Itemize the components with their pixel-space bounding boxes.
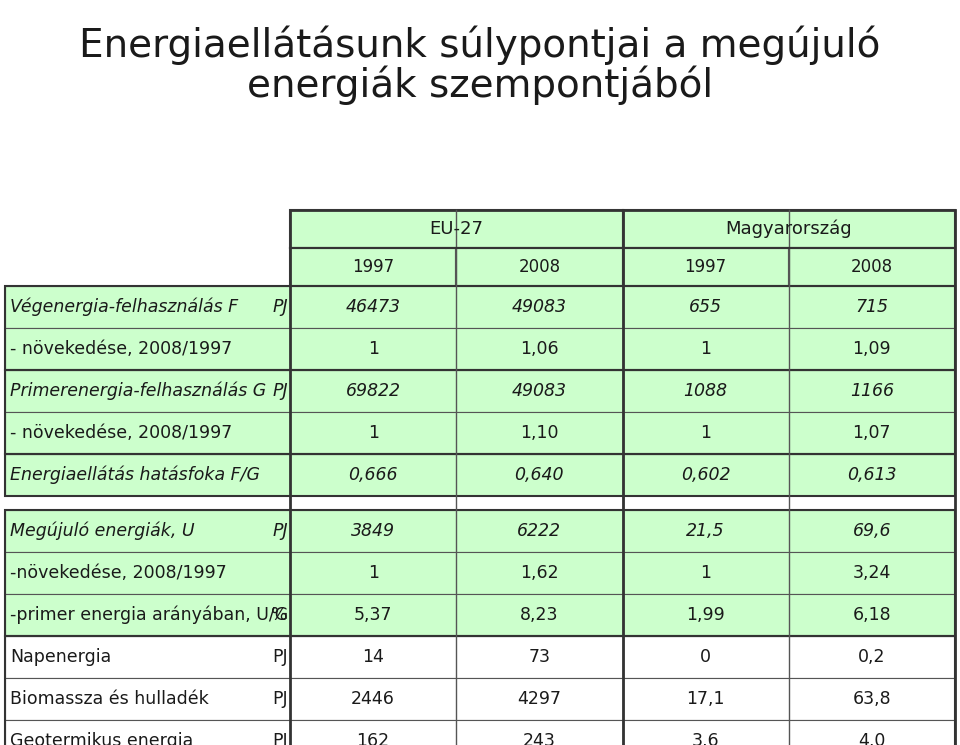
Text: Biomassza és hulladék: Biomassza és hulladék <box>10 690 208 708</box>
Text: 3,6: 3,6 <box>692 732 719 745</box>
Text: 1997: 1997 <box>352 258 395 276</box>
Bar <box>5 454 955 496</box>
Text: 1: 1 <box>700 340 711 358</box>
Text: 715: 715 <box>855 298 888 316</box>
Text: - növekedése, 2008/1997: - növekedése, 2008/1997 <box>10 340 232 358</box>
Bar <box>622 210 955 248</box>
Bar <box>5 594 955 636</box>
Text: 1,99: 1,99 <box>686 606 725 624</box>
Text: 655: 655 <box>689 298 722 316</box>
Text: 17,1: 17,1 <box>686 690 725 708</box>
Text: 49083: 49083 <box>512 298 566 316</box>
Text: 0,666: 0,666 <box>348 466 397 484</box>
Text: 1: 1 <box>368 564 378 582</box>
Bar <box>622 248 789 286</box>
Text: 2008: 2008 <box>851 258 893 276</box>
Text: Magyarország: Magyarország <box>726 220 852 238</box>
Bar <box>5 552 955 594</box>
Text: 0,602: 0,602 <box>681 466 731 484</box>
Text: 21,5: 21,5 <box>686 522 725 540</box>
Text: 0,613: 0,613 <box>847 466 897 484</box>
Text: 162: 162 <box>356 732 390 745</box>
Text: Primerenergia-felhasználás G: Primerenergia-felhasználás G <box>10 381 266 400</box>
Text: 1166: 1166 <box>850 382 894 400</box>
Text: 243: 243 <box>523 732 556 745</box>
Text: Geotermikus energia: Geotermikus energia <box>10 732 193 745</box>
Text: 14: 14 <box>362 648 384 666</box>
Text: Megújuló energiák, U: Megújuló energiák, U <box>10 522 195 540</box>
Text: PJ: PJ <box>273 648 288 666</box>
Bar <box>789 248 955 286</box>
Text: 4297: 4297 <box>517 690 562 708</box>
Bar <box>456 248 622 286</box>
Text: 2446: 2446 <box>351 690 396 708</box>
Text: 1: 1 <box>700 424 711 442</box>
Text: 4,0: 4,0 <box>858 732 885 745</box>
Text: EU-27: EU-27 <box>429 220 483 238</box>
Text: 69822: 69822 <box>346 382 400 400</box>
Bar <box>5 454 955 496</box>
Text: 1: 1 <box>368 424 378 442</box>
Bar <box>5 510 955 636</box>
Text: %: % <box>272 606 288 624</box>
Bar <box>5 370 955 412</box>
Text: energiák szempontjából: energiák szempontjából <box>247 66 713 105</box>
Text: 1: 1 <box>368 340 378 358</box>
Text: 8,23: 8,23 <box>520 606 559 624</box>
Text: PJ: PJ <box>273 298 288 316</box>
Bar <box>5 720 955 745</box>
Text: 1997: 1997 <box>684 258 727 276</box>
Text: 1: 1 <box>700 564 711 582</box>
Text: Energiaellátásunk súlypontjai a megújuló: Energiaellátásunk súlypontjai a megújuló <box>80 25 880 65</box>
Text: 73: 73 <box>528 648 550 666</box>
Text: 2008: 2008 <box>518 258 561 276</box>
Text: PJ: PJ <box>273 690 288 708</box>
Bar <box>5 496 955 510</box>
Text: 1,10: 1,10 <box>520 424 559 442</box>
Text: 3849: 3849 <box>351 522 396 540</box>
Text: 1,07: 1,07 <box>852 424 891 442</box>
Bar <box>5 370 955 454</box>
Bar <box>5 286 955 328</box>
Bar <box>5 328 955 370</box>
Text: 0: 0 <box>700 648 711 666</box>
Bar <box>290 210 955 745</box>
Text: 1088: 1088 <box>684 382 728 400</box>
Text: Energiaellátás hatásfoka F/G: Energiaellátás hatásfoka F/G <box>10 466 260 484</box>
Text: 5,37: 5,37 <box>354 606 393 624</box>
Text: 6222: 6222 <box>517 522 562 540</box>
Bar <box>5 636 955 745</box>
Bar <box>5 286 955 370</box>
Text: 6,18: 6,18 <box>852 606 891 624</box>
Text: 0,640: 0,640 <box>515 466 564 484</box>
Text: 0,2: 0,2 <box>858 648 886 666</box>
Text: PJ: PJ <box>273 382 288 400</box>
Text: PJ: PJ <box>273 522 288 540</box>
Bar <box>290 248 456 286</box>
Text: PJ: PJ <box>273 732 288 745</box>
Text: 3,24: 3,24 <box>852 564 891 582</box>
Text: -primer energia arányában, U/G: -primer energia arányában, U/G <box>10 606 288 624</box>
Text: Napenergia: Napenergia <box>10 648 111 666</box>
Text: 1,06: 1,06 <box>520 340 559 358</box>
Text: -növekedése, 2008/1997: -növekedése, 2008/1997 <box>10 564 227 582</box>
Bar <box>290 210 622 248</box>
Text: - növekedése, 2008/1997: - növekedése, 2008/1997 <box>10 424 232 442</box>
Bar <box>5 678 955 720</box>
Text: 49083: 49083 <box>512 382 566 400</box>
Text: Végenergia-felhasználás F: Végenergia-felhasználás F <box>10 298 238 316</box>
Bar <box>5 412 955 454</box>
Text: 46473: 46473 <box>346 298 400 316</box>
Text: 1,09: 1,09 <box>852 340 891 358</box>
Text: 69,6: 69,6 <box>852 522 891 540</box>
Text: 1,62: 1,62 <box>520 564 559 582</box>
Text: 63,8: 63,8 <box>852 690 891 708</box>
Bar <box>5 510 955 552</box>
Bar <box>5 636 955 678</box>
